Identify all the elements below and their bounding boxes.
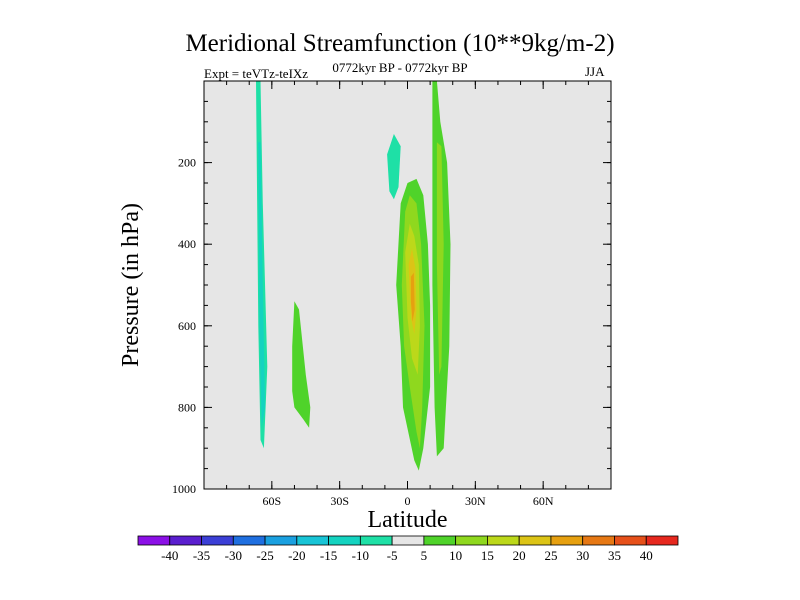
y-tick-label: 600 [178, 319, 196, 333]
contour-region-8 [292, 301, 311, 428]
colorbar-label: -35 [193, 548, 210, 563]
colorbar-box [201, 535, 234, 546]
contour-region-3 [258, 142, 266, 428]
colorbar-label: 15 [481, 548, 494, 563]
y-axis-label: Pressure (in hPa) [118, 203, 144, 367]
colorbar-box [391, 535, 425, 546]
colorbar-box [296, 535, 329, 546]
colorbar: -40 -35 -30 -25 -20 -15 -10 -5 5 10 15 20 25 30 35 40 [137, 535, 679, 563]
colorbar-label: -15 [320, 548, 337, 563]
colorbar-label: -20 [288, 548, 305, 563]
x-tick-label: 60N [533, 494, 554, 508]
colorbar-box [645, 535, 679, 546]
colorbar-box [359, 535, 393, 546]
x-axis: 60S 30S 0 30N 60N [203, 81, 612, 508]
y-tick-label: 400 [178, 237, 196, 251]
colorbar-label: -25 [256, 548, 273, 563]
colorbar-label: 20 [513, 548, 526, 563]
y-axis: 200 400 600 800 1000 [172, 80, 611, 496]
contour-region-7 [476, 166, 485, 277]
y-tick-label: 200 [178, 156, 196, 170]
x-tick-label: 30S [330, 494, 349, 508]
colorbar-label: 40 [640, 548, 653, 563]
colorbar-label: 35 [608, 548, 621, 563]
colorbar-box [264, 535, 298, 546]
colorbar-label: 5 [421, 548, 428, 563]
colorbar-label: -5 [387, 548, 398, 563]
chart-subtitle-season: JJA [585, 64, 605, 79]
x-tick-label: 30N [465, 494, 486, 508]
colorbar-box [518, 535, 552, 546]
chart-title: Meridional Streamfunction (10**9kg/m-2) [185, 30, 615, 57]
colorbar-box [487, 535, 520, 546]
contour-region-6 [387, 134, 401, 200]
chart-subtitle-experiment: Expt = teVTz-teIXz [204, 66, 309, 81]
x-tick-label: 60S [262, 494, 281, 508]
colorbar-box [423, 535, 457, 546]
contour-region-4 [357, 154, 385, 453]
colorbar-box [582, 535, 615, 546]
contour-region-12 [436, 142, 444, 375]
x-tick-label: 0 [405, 494, 411, 508]
colorbar-box [614, 535, 647, 546]
contour-region-15 [410, 272, 415, 322]
colorbar-box [328, 535, 361, 546]
colorbar-label: -40 [161, 548, 178, 563]
colorbar-label: 10 [449, 548, 462, 563]
colorbar-box [232, 535, 266, 546]
colorbar-box [137, 535, 171, 546]
colorbar-label: 30 [576, 548, 589, 563]
chart-subtitle-period: 0772kyr BP - 0772kyr BP [332, 60, 468, 75]
contour-region-5 [380, 125, 417, 449]
colorbar-box [550, 535, 584, 546]
y-tick-label: 800 [178, 400, 196, 414]
contour-regions [240, 81, 485, 473]
colorbar-label: -10 [352, 548, 369, 563]
colorbar-box [169, 535, 202, 546]
colorbar-box [455, 535, 488, 546]
x-axis-label: Latitude [368, 507, 448, 533]
colorbar-label: 25 [544, 548, 557, 563]
y-tick-label: 1000 [172, 482, 196, 496]
colorbar-label: -30 [225, 548, 242, 563]
contour-region-0 [240, 81, 243, 347]
